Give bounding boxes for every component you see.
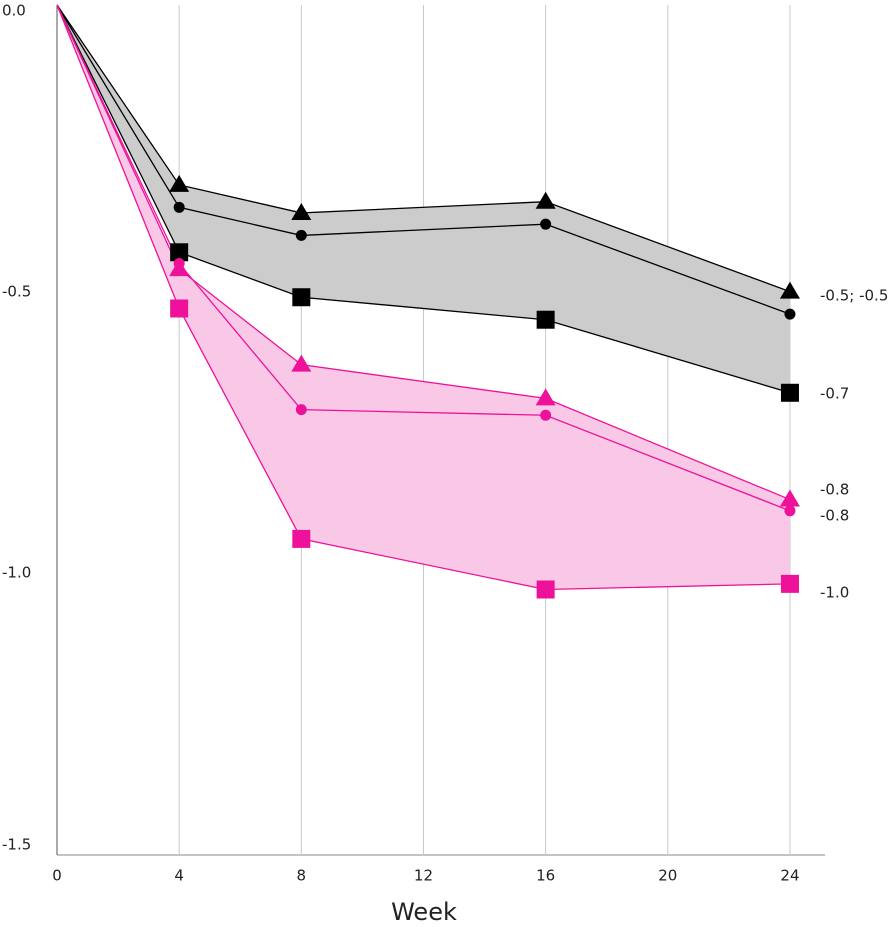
marker-triangle bbox=[779, 489, 800, 507]
marker-square bbox=[536, 310, 555, 329]
end-label: -1.0 bbox=[820, 584, 849, 602]
marker-triangle bbox=[535, 191, 556, 209]
end-label: -0.7 bbox=[820, 385, 849, 403]
marker-circle bbox=[295, 229, 307, 241]
marker-square bbox=[292, 529, 311, 548]
marker-square bbox=[780, 574, 799, 593]
y-tick-label: 0.0 bbox=[2, 2, 26, 20]
marker-square bbox=[170, 243, 189, 262]
marker-circle bbox=[784, 505, 796, 517]
x-tick-label: 20 bbox=[658, 867, 677, 885]
marker-circle bbox=[173, 201, 185, 213]
y-tick-label: -0.5 bbox=[2, 283, 31, 301]
y-tick-label: -1.0 bbox=[2, 564, 31, 582]
marker-circle bbox=[784, 308, 796, 320]
marker-triangle bbox=[291, 202, 312, 220]
x-tick-label: 24 bbox=[780, 867, 799, 885]
marker-square bbox=[780, 383, 799, 402]
markers bbox=[169, 174, 800, 599]
marker-circle bbox=[173, 258, 185, 270]
band bbox=[57, 5, 790, 393]
end-label: -0.5; -0.5 bbox=[820, 287, 888, 305]
end-label: -0.8 bbox=[820, 481, 849, 499]
marker-triangle bbox=[169, 174, 190, 192]
x-tick-label: 8 bbox=[297, 867, 307, 885]
band bbox=[57, 5, 790, 590]
marker-triangle bbox=[291, 354, 312, 372]
x-axis-label: Week bbox=[391, 898, 457, 926]
x-tick-label: 4 bbox=[174, 867, 184, 885]
end-label: -0.8 bbox=[820, 507, 849, 525]
marker-circle bbox=[295, 404, 307, 416]
x-tick-label: 0 bbox=[52, 867, 62, 885]
marker-square bbox=[292, 288, 311, 307]
marker-square bbox=[170, 299, 189, 318]
marker-circle bbox=[540, 218, 552, 230]
y-tick-label: -1.5 bbox=[2, 836, 31, 854]
marker-triangle bbox=[535, 388, 556, 406]
marker-triangle bbox=[779, 281, 800, 299]
marker-circle bbox=[540, 409, 552, 421]
marker-square bbox=[536, 580, 555, 599]
x-tick-label: 12 bbox=[414, 867, 433, 885]
x-tick-label: 16 bbox=[536, 867, 555, 885]
bands bbox=[57, 5, 790, 590]
